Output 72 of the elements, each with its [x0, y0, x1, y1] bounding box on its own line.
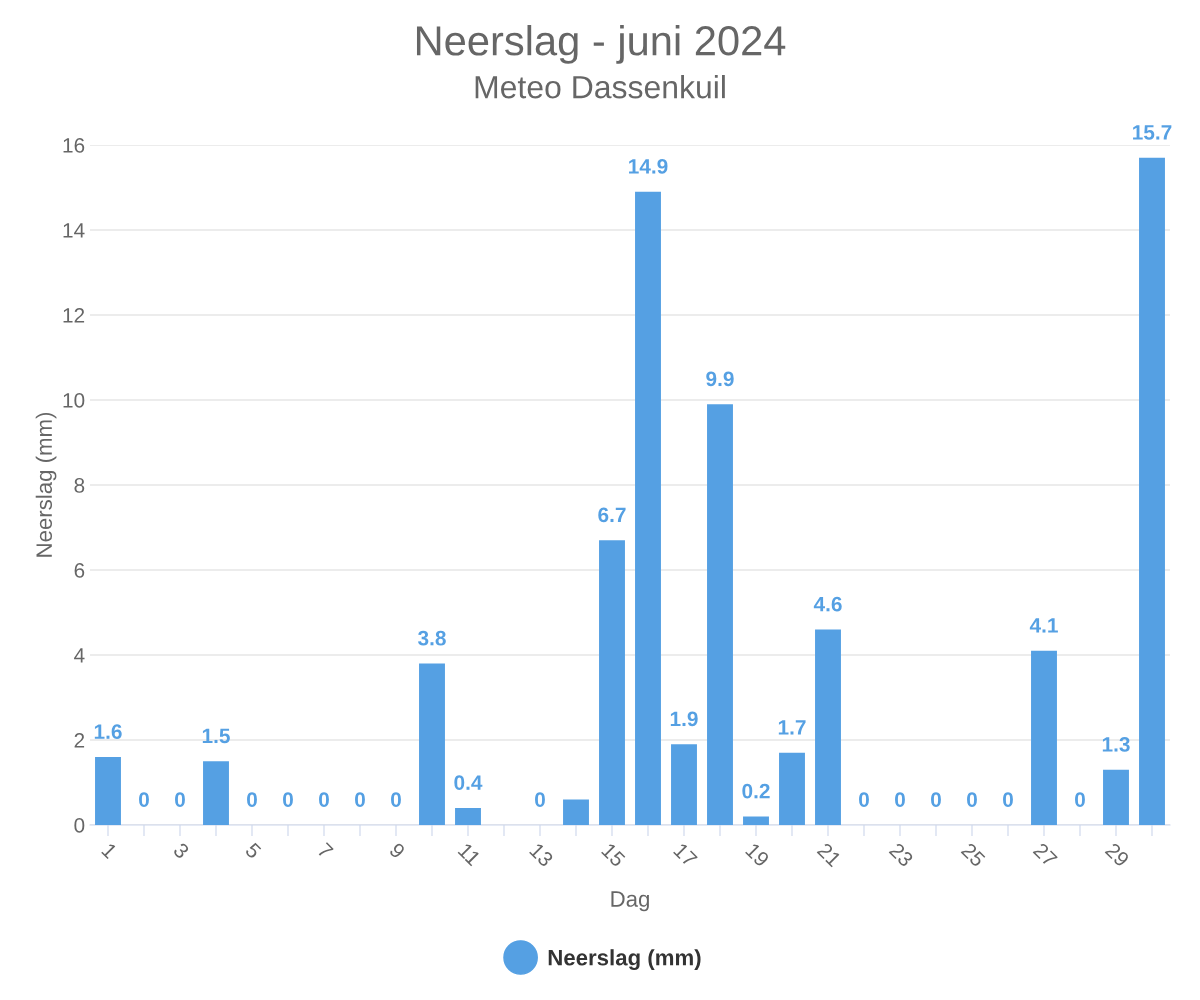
x-tick-label: 15 [600, 842, 626, 868]
data-label: 0 [319, 792, 329, 807]
data-label: 0 [283, 792, 293, 807]
x-tick-label: 19 [744, 842, 770, 868]
x-tick-label: 21 [816, 842, 842, 868]
data-label: 0 [139, 792, 149, 807]
x-tick-label: 9 [388, 842, 406, 860]
data-label: 9.9 [706, 371, 734, 387]
data-label: 0 [859, 792, 869, 807]
data-label: 4.1 [1029, 618, 1058, 633]
data-label: 0 [931, 792, 941, 807]
bar [671, 744, 697, 825]
data-label: 1.7 [778, 720, 806, 735]
bar [563, 799, 589, 825]
x-tick-label: 25 [960, 842, 987, 868]
bar [743, 816, 769, 825]
bar [599, 540, 625, 825]
y-tick-label: 6 [74, 563, 85, 578]
data-label: 1.6 [94, 724, 122, 739]
data-label: 0 [391, 792, 401, 807]
data-label: 0.4 [454, 775, 483, 790]
data-label: 14.9 [629, 158, 668, 174]
x-tick-label: 13 [528, 842, 555, 868]
data-label: 1.5 [202, 728, 230, 744]
x-tick-label: 3 [172, 841, 190, 860]
y-tick-label: 4 [74, 648, 85, 663]
data-label: 0 [175, 792, 185, 807]
data-label: 15.7 [1133, 125, 1172, 140]
legend-label: Neerslag (mm) [548, 949, 701, 970]
y-tick-label: 2 [74, 733, 85, 748]
y-axis-title: Neerslag (mm) [35, 412, 57, 557]
bar [779, 752, 805, 825]
x-tick-label: 1 [101, 842, 118, 860]
data-label: 4.6 [813, 596, 842, 612]
bar [419, 663, 445, 825]
x-axis-title: Dag [611, 891, 649, 912]
data-label: 0 [967, 792, 977, 807]
x-tick-label: 27 [1032, 842, 1058, 868]
data-label: 0 [355, 792, 365, 807]
y-tick-label: 16 [63, 138, 85, 153]
x-tick-label: 11 [457, 842, 482, 867]
data-label: 3.8 [418, 630, 446, 646]
x-tick-label: 7 [316, 842, 334, 860]
data-label: 6.7 [598, 507, 626, 523]
bar [1103, 769, 1129, 825]
data-label: 0 [1003, 792, 1013, 807]
chart-subtitle: Meteo Dassenkuil [475, 75, 725, 99]
data-label: 0.2 [742, 783, 770, 799]
y-tick-label: 0 [74, 818, 85, 833]
x-tick-label: 17 [673, 842, 698, 868]
data-label: 0 [895, 792, 905, 807]
x-tick-label: 5 [244, 842, 262, 860]
bar [815, 629, 841, 825]
chart-title: Neerslag - juni 2024 [416, 25, 786, 64]
y-tick-label: 14 [63, 223, 85, 238]
bar [95, 757, 121, 825]
data-label: 1.9 [670, 711, 698, 727]
data-label: 0 [1075, 792, 1085, 807]
y-tick-label: 8 [74, 478, 85, 493]
x-tick-label: 23 [888, 842, 915, 868]
bar [203, 761, 229, 825]
bar [635, 191, 661, 825]
y-tick-label: 12 [63, 308, 85, 323]
bar [1139, 157, 1165, 825]
bar [1031, 650, 1057, 825]
bar [707, 404, 733, 825]
data-label: 1.3 [1102, 736, 1130, 752]
bar [455, 808, 481, 825]
data-label: 0 [247, 792, 257, 807]
data-label: 0 [535, 792, 545, 807]
x-tick-label: 29 [1104, 842, 1130, 868]
y-tick-label: 10 [63, 393, 85, 408]
